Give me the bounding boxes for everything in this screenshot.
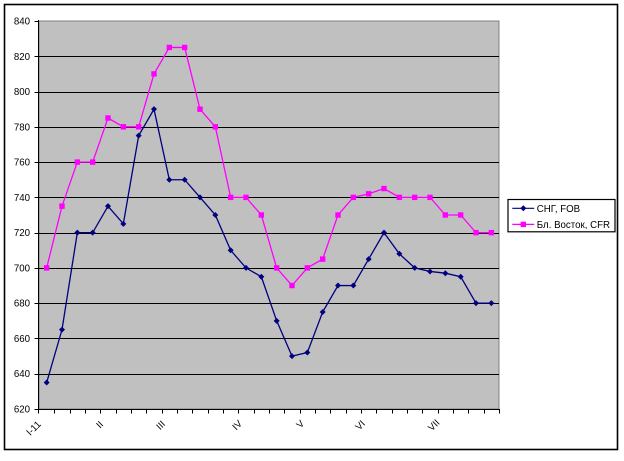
svg-text:Бл. Восток, CFR: Бл. Восток, CFR [537, 220, 610, 231]
svg-text:700: 700 [14, 263, 31, 274]
svg-text:820: 820 [14, 52, 31, 63]
svg-text:740: 740 [14, 193, 31, 204]
svg-text:660: 660 [14, 334, 31, 345]
svg-text:840: 840 [14, 17, 31, 28]
svg-text:800: 800 [14, 87, 31, 98]
svg-text:720: 720 [14, 228, 31, 239]
svg-text:СНГ, FOB: СНГ, FOB [537, 204, 580, 215]
svg-text:640: 640 [14, 369, 31, 380]
svg-text:680: 680 [14, 299, 31, 310]
svg-text:780: 780 [14, 122, 31, 133]
svg-text:II: II [94, 419, 106, 431]
svg-text:760: 760 [14, 158, 31, 169]
svg-text:620: 620 [14, 405, 31, 416]
